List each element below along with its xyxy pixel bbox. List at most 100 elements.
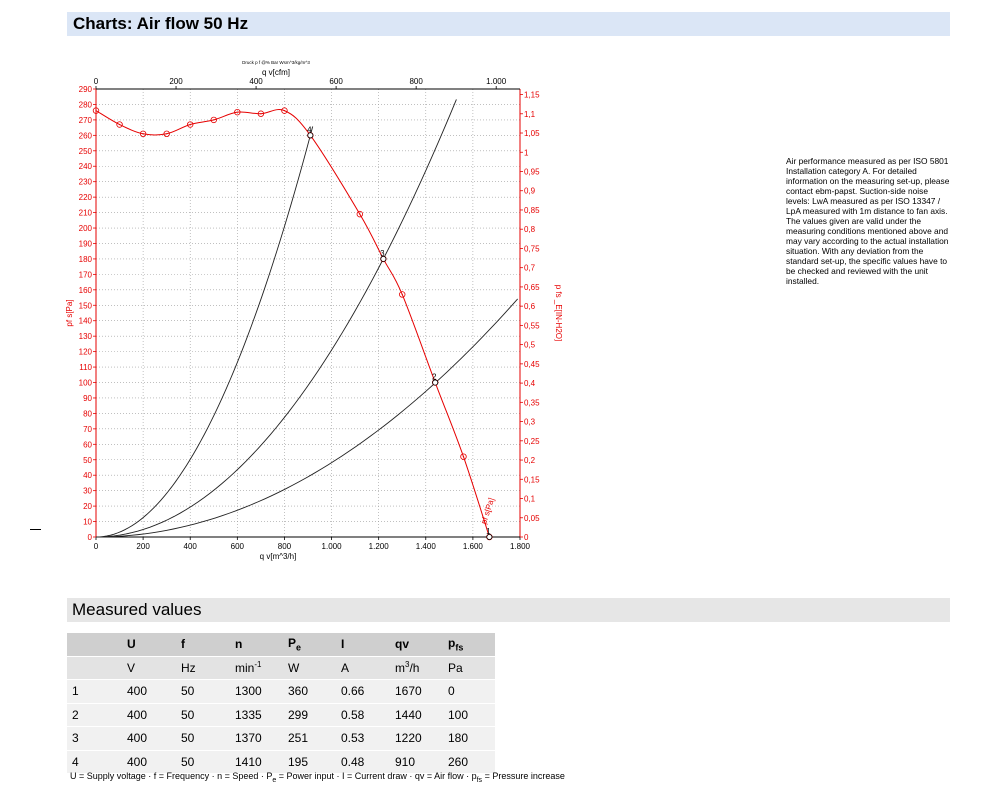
y-tick-label: 130 bbox=[79, 332, 93, 341]
fan-curve-point-dot bbox=[142, 133, 144, 135]
y2-tick-label: 0,85 bbox=[524, 206, 540, 215]
y-tick-label: 100 bbox=[79, 379, 93, 388]
operating-point-label: 1 bbox=[486, 527, 491, 536]
table-cell: 0.53 bbox=[336, 727, 390, 751]
fan-curve-point bbox=[281, 107, 288, 114]
table-cell: 299 bbox=[283, 703, 336, 727]
y-tick-label: 190 bbox=[79, 239, 93, 248]
x-tick-label: 200 bbox=[136, 542, 150, 551]
col-header-index bbox=[67, 633, 122, 657]
col-header-qv: qv bbox=[390, 633, 443, 657]
fan-curve-point bbox=[210, 116, 217, 124]
table-cell: 0.66 bbox=[336, 680, 390, 704]
y-tick-label: 50 bbox=[83, 456, 92, 465]
x2-tick-label: 200 bbox=[169, 77, 183, 86]
fan-curve-point bbox=[460, 453, 467, 460]
table-cell: 910 bbox=[390, 750, 443, 774]
y2-tick-label: 0,15 bbox=[524, 475, 540, 484]
chart-curves bbox=[92, 99, 518, 541]
fan-curve-point-dot bbox=[118, 123, 121, 126]
x-tick-label: 400 bbox=[184, 542, 198, 551]
col-header-f: f bbox=[176, 633, 230, 657]
col-header-u: U bbox=[122, 633, 176, 657]
unit-f: Hz bbox=[176, 656, 230, 680]
x-axis-title: q v[m^3/h] bbox=[260, 552, 297, 561]
fan-curve-label: pf s[Pa] bbox=[479, 497, 496, 526]
y2-tick-label: 0,3 bbox=[524, 418, 536, 427]
table-row: 1 400 50 1300 360 0.66 1670 0 bbox=[67, 680, 495, 704]
fan-curve-point bbox=[116, 121, 123, 128]
table-row: 3 400 50 1370 251 0.53 1220 180 bbox=[67, 727, 495, 751]
fan-curve-point-dot bbox=[283, 110, 286, 112]
y-tick-label: 10 bbox=[83, 518, 92, 527]
unit-i: A bbox=[336, 656, 390, 680]
x-tick-label: 1.600 bbox=[463, 542, 484, 551]
table-cell: 400 bbox=[122, 727, 176, 751]
table-row: 4 400 50 1410 195 0.48 910 260 bbox=[67, 750, 495, 774]
table-cell: 3 bbox=[67, 727, 122, 751]
y-tick-label: 20 bbox=[83, 502, 92, 511]
fan-curve-point bbox=[139, 130, 147, 137]
x-tick-label: 0 bbox=[94, 542, 99, 551]
col-header-i: I bbox=[336, 633, 390, 657]
y-tick-label: 230 bbox=[79, 178, 93, 187]
measured-values-title: Measured values bbox=[72, 600, 202, 619]
table-cell: 50 bbox=[176, 750, 230, 774]
x2-axis-title: q v[cfm] bbox=[262, 68, 290, 77]
table-cell: 251 bbox=[283, 727, 336, 751]
table-header-row: U f n Pe I qv pfs bbox=[67, 633, 495, 657]
unit-u: V bbox=[122, 656, 176, 680]
y-axis-title: pf s[Pa] bbox=[65, 299, 74, 326]
y-tick-label: 180 bbox=[79, 255, 93, 264]
table-cell: 50 bbox=[176, 680, 230, 704]
y2-tick-label: 0 bbox=[524, 533, 529, 542]
fan-curve-point-dot bbox=[236, 111, 238, 113]
y2-tick-label: 0,7 bbox=[524, 264, 536, 273]
operating-point bbox=[432, 379, 439, 386]
fan-curve-point-dot bbox=[166, 133, 168, 135]
margin-dash bbox=[30, 529, 41, 530]
y-tick-label: 0 bbox=[88, 533, 93, 542]
table-row: 2 400 50 1335 299 0.58 1440 100 bbox=[67, 703, 495, 727]
measured-values-header: Measured values bbox=[67, 598, 950, 622]
y2-tick-label: 0,5 bbox=[524, 341, 536, 350]
table-legend: U = Supply voltage · f = Frequency · n =… bbox=[70, 771, 565, 784]
y-tick-label: 120 bbox=[79, 348, 93, 357]
y2-tick-label: 1 bbox=[524, 148, 529, 157]
chart-top-note: Druck p f @% Bar Wsm^3/kg/m^3 bbox=[242, 60, 310, 65]
y-tick-label: 170 bbox=[79, 270, 93, 279]
x2-tick-label: 800 bbox=[409, 77, 423, 86]
table-cell: 1410 bbox=[230, 750, 283, 774]
y2-tick-label: 0,55 bbox=[524, 321, 540, 330]
table-cell: 260 bbox=[443, 750, 495, 774]
table-cell: 0.58 bbox=[336, 703, 390, 727]
unit-n: min-1 bbox=[230, 656, 283, 680]
y-tick-label: 60 bbox=[83, 440, 92, 449]
unit-index bbox=[67, 656, 122, 680]
table-cell: 4 bbox=[67, 750, 122, 774]
col-header-pe: Pe bbox=[283, 633, 336, 657]
unit-pe: W bbox=[283, 656, 336, 680]
chart-grid bbox=[96, 88, 521, 537]
table-cell: 50 bbox=[176, 727, 230, 751]
y2-tick-label: 0,65 bbox=[524, 283, 540, 292]
table-cell: 1300 bbox=[230, 680, 283, 704]
chart-axes bbox=[93, 86, 523, 540]
fan-curve-point-dot bbox=[260, 113, 262, 115]
y2-tick-label: 0,2 bbox=[524, 456, 536, 465]
col-header-pfs: pfs bbox=[443, 633, 495, 657]
fan-curve-point-dot bbox=[213, 119, 215, 121]
y-tick-label: 160 bbox=[79, 286, 93, 295]
unit-qv: m3/h bbox=[390, 656, 443, 680]
y2-tick-label: 0,75 bbox=[524, 244, 540, 253]
fan-curve-point-dot bbox=[401, 293, 403, 296]
y2-tick-label: 0,6 bbox=[524, 302, 536, 311]
system-curve bbox=[95, 298, 518, 538]
fan-curve-point bbox=[399, 291, 406, 298]
table-unit-row: V Hz min-1 W A m3/h Pa bbox=[67, 656, 495, 680]
y-tick-label: 250 bbox=[79, 147, 93, 156]
y-tick-label: 40 bbox=[83, 471, 92, 480]
fan-curve-point bbox=[234, 108, 241, 116]
y2-tick-label: 1,15 bbox=[524, 91, 540, 100]
